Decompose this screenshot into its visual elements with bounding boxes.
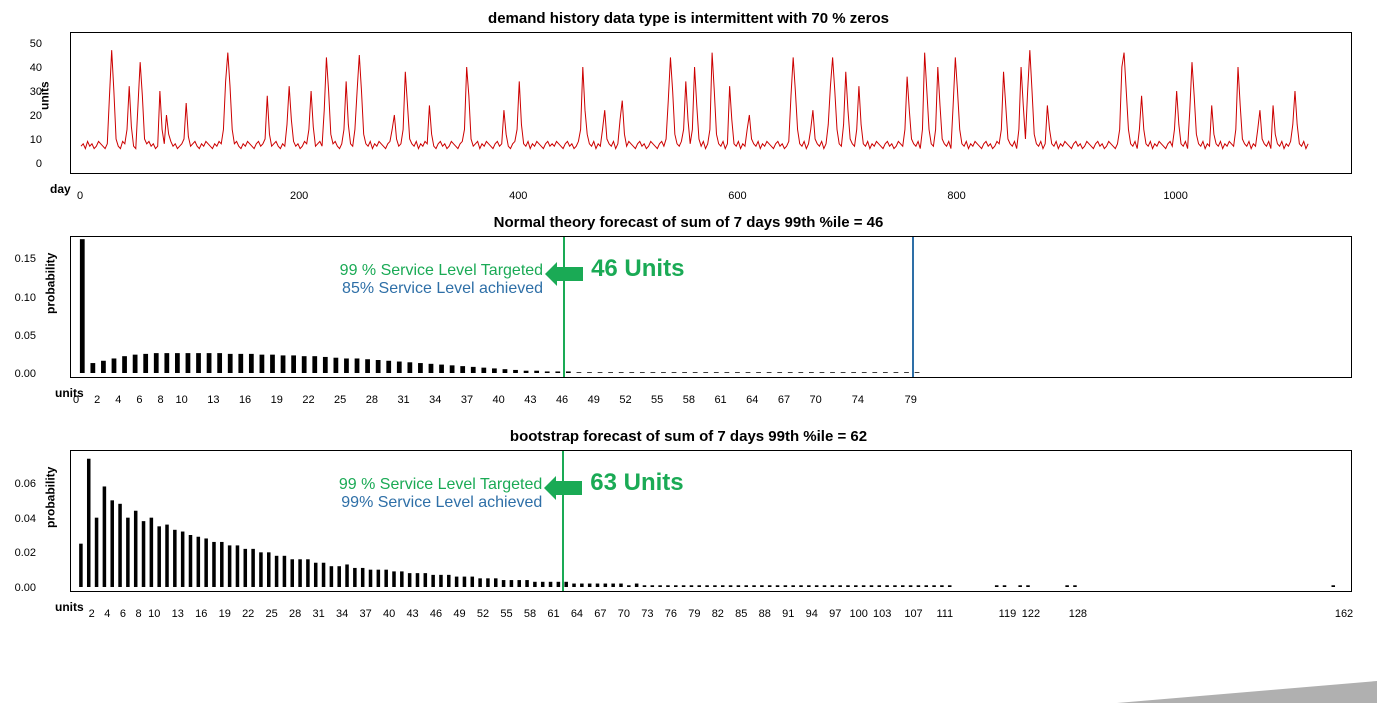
chart2-arrow-icon xyxy=(545,259,585,289)
chart3-xlabel: units xyxy=(55,600,84,614)
chart1-xlabel: day xyxy=(50,182,71,196)
chart1-plot-area xyxy=(70,32,1352,174)
chart1-line-svg xyxy=(71,33,1351,173)
chart2-achieved-text: 85% Service Level achieved xyxy=(342,280,543,297)
chart2-bars-svg xyxy=(71,237,1351,377)
chart1-title: demand history data type is intermittent… xyxy=(20,10,1357,27)
chart2-plot-area: 99 % Service Level Targeted 85% Service … xyxy=(70,236,1352,378)
chart2-annotation-block: 99 % Service Level Targeted 85% Service … xyxy=(283,262,543,298)
chart2-units-callout: 46 Units xyxy=(591,255,684,283)
chart3-bars-svg xyxy=(71,451,1351,591)
normal-theory-chart: Normal theory forecast of sum of 7 days … xyxy=(20,214,1357,378)
bootstrap-chart: bootstrap forecast of sum of 7 days 99th… xyxy=(20,428,1357,592)
chart3-green-line xyxy=(562,451,564,591)
chart3-units-callout: 63 Units xyxy=(590,469,683,497)
chart3-achieved-text: 99% Service Level achieved xyxy=(341,494,542,511)
chart3-plot-area: 99 % Service Level Targeted 99% Service … xyxy=(70,450,1352,592)
demand-history-chart: demand history data type is intermittent… xyxy=(20,10,1357,174)
chart2-xlabel: units xyxy=(55,386,84,400)
chart3-title: bootstrap forecast of sum of 7 days 99th… xyxy=(20,428,1357,445)
chart2-title: Normal theory forecast of sum of 7 days … xyxy=(20,214,1357,231)
chart3-arrow-icon xyxy=(544,473,584,503)
chart2-ylabel: probability xyxy=(44,253,58,314)
chart2-targeted-text: 99 % Service Level Targeted xyxy=(340,262,543,279)
chart2-blue-line xyxy=(912,237,914,377)
chart3-annotation-block: 99 % Service Level Targeted 99% Service … xyxy=(282,476,542,512)
decorative-triangle xyxy=(1117,681,1377,703)
chart3-ylabel: probability xyxy=(44,467,58,528)
chart2-green-line xyxy=(563,237,565,377)
chart3-targeted-text: 99 % Service Level Targeted xyxy=(339,476,542,493)
